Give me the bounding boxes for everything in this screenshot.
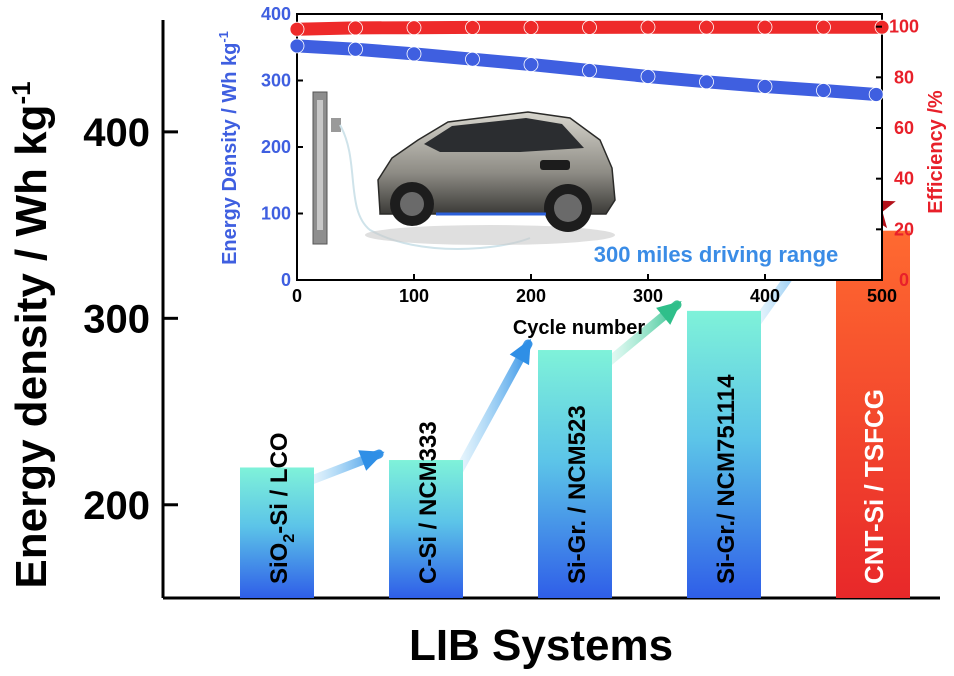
main-y-tick-label: 400 [83,111,150,155]
efficiency-point [348,20,363,36]
inset-right-tick-label: 0 [899,270,909,290]
car-window [424,118,584,152]
energy-density-point [582,63,597,78]
inset-left-tick-label: 300 [261,71,291,91]
charger-cable [339,124,531,250]
bar [687,310,761,598]
energy-density-point [406,46,422,62]
inset-series [289,19,890,102]
energy-density-point [465,51,480,67]
bar [538,350,612,598]
inset-x-tick-label: 500 [867,286,897,306]
inset-right-tick-label: 100 [889,17,919,37]
energy-density-point [816,83,831,98]
inset-x-tick-label: 100 [399,286,429,306]
trend-arrow-head [509,338,531,366]
car-rim-rear [400,192,424,216]
main-y-label: Energy density / Wh kg-1 [6,81,56,588]
bar-category-label: Si-Gr./ NCM751114 [713,374,740,584]
inset-annotation: 300 miles driving range [594,242,839,267]
main-y-ticks: 200 300 400 [83,111,178,528]
bar-category-label: CNT-Si / TSFCG [859,389,889,584]
inset-x-tick-label: 200 [516,286,546,306]
main-bars: SiO2-Si / LCO C-Si / NCM333 Si-Gr. / NCM52… [240,230,910,599]
trend-arrow-head [358,450,385,471]
inset-ticks: 0 100 200 300 400 500010020030040002040608010… [261,4,919,306]
bar-category-label: SiO2-Si / LCO [266,432,298,584]
inset-left-tick-label: 100 [261,204,291,224]
inset-left-y-label-text: Energy Density / Wh kg [219,43,241,265]
bar [389,460,463,598]
inset-x-tick-label: 300 [633,286,663,306]
bar [836,230,910,599]
main-x-label: LIB Systems [409,621,673,670]
efficiency-point [582,20,597,35]
energy-density-point [868,87,884,102]
trend-arrow-shaft [452,339,533,479]
efficiency-point [465,20,480,35]
bar-category-label: C-Si / NCM333 [415,421,442,584]
main-y-label-text: Energy density / Wh kg [7,105,56,589]
efficiency-point [757,19,773,35]
efficiency-point [523,20,539,35]
energy-density-point [699,74,714,90]
ev-illustration [312,91,616,250]
efficiency-point [289,21,305,37]
car-grille [540,160,570,170]
subscript: 2 [281,534,298,543]
efficiency-point [640,19,656,35]
inset-chart: 0 100 200 300 400 500010020030040002040608010… [216,4,947,339]
energy-density-point [289,38,305,54]
inset-x-tick-label: 400 [750,286,780,306]
bar [240,467,314,598]
main-y-label-sup: -1 [6,81,36,104]
car-rim-front [554,194,582,222]
charger-panel [317,100,323,230]
efficiency-point [406,20,422,36]
car-shadow [365,225,615,245]
efficiency-point [816,19,831,35]
inset-left-tick-label: 0 [281,270,291,290]
bar-category-label: Si-Gr. / NCM523 [564,405,591,584]
inset-right-y-label: Efficiency /% [925,90,947,214]
inset-left-y-label: Energy Density / Wh kg-1 [216,31,241,265]
energy-density-point [523,57,539,72]
inset-left-y-label-sup: -1 [216,31,231,43]
energy-density-point [640,69,656,84]
inset-right-tick-label: 80 [894,67,914,87]
inset-left-tick-label: 400 [261,4,291,24]
main-y-tick-label: 300 [83,297,150,341]
inset-right-tick-label: 60 [894,118,914,138]
main-y-tick-label: 200 [83,484,150,528]
trend-arrow-head [656,301,682,325]
inset-left-tick-label: 200 [261,137,291,157]
inset-x-tick-label: 0 [292,286,302,306]
inset-right-tick-label: 20 [894,219,914,239]
efficiency-point [699,19,714,35]
energy-density-point [348,41,363,57]
inset-right-tick-label: 40 [894,169,914,189]
inset-x-label: Cycle number [513,317,645,339]
charger-plug [331,118,341,132]
energy-density-point [757,79,773,94]
